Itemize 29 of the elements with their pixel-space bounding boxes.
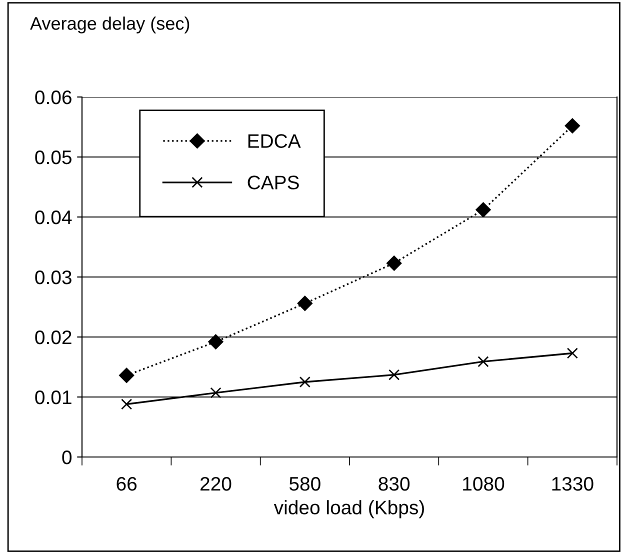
point [119, 368, 134, 383]
y-tick-label: 0.01 [35, 390, 72, 404]
point [566, 348, 578, 359]
y-tick-label: 0.06 [35, 90, 72, 104]
point [386, 256, 402, 271]
legend-label: EDCA [248, 134, 301, 148]
legend-label: CAPS [248, 176, 299, 190]
point [476, 202, 491, 218]
y-tick-label: 0.03 [35, 270, 72, 284]
point [297, 296, 312, 311]
x-tick-label: 1330 [552, 476, 594, 491]
y-tick-label: 0.04 [35, 210, 72, 224]
x-tick-label: 66 [116, 476, 137, 491]
x-tick-label: 580 [289, 476, 320, 491]
point [121, 398, 132, 410]
point [299, 376, 310, 388]
x-tick-label: 1080 [463, 476, 504, 491]
point [388, 369, 400, 380]
x-axis-title: video load (Kbps) [274, 500, 424, 518]
point [208, 334, 224, 350]
y-tick-label: 0.02 [35, 330, 72, 344]
y-axis-title: Average delay (sec) [30, 16, 190, 34]
point [210, 387, 222, 398]
text: 0 [62, 450, 72, 464]
y-tick-label: 0.05 [35, 150, 72, 164]
x-tick-label: 220 [200, 476, 232, 491]
point [564, 118, 580, 134]
x-tick-label: 830 [378, 476, 410, 491]
point [478, 356, 489, 368]
